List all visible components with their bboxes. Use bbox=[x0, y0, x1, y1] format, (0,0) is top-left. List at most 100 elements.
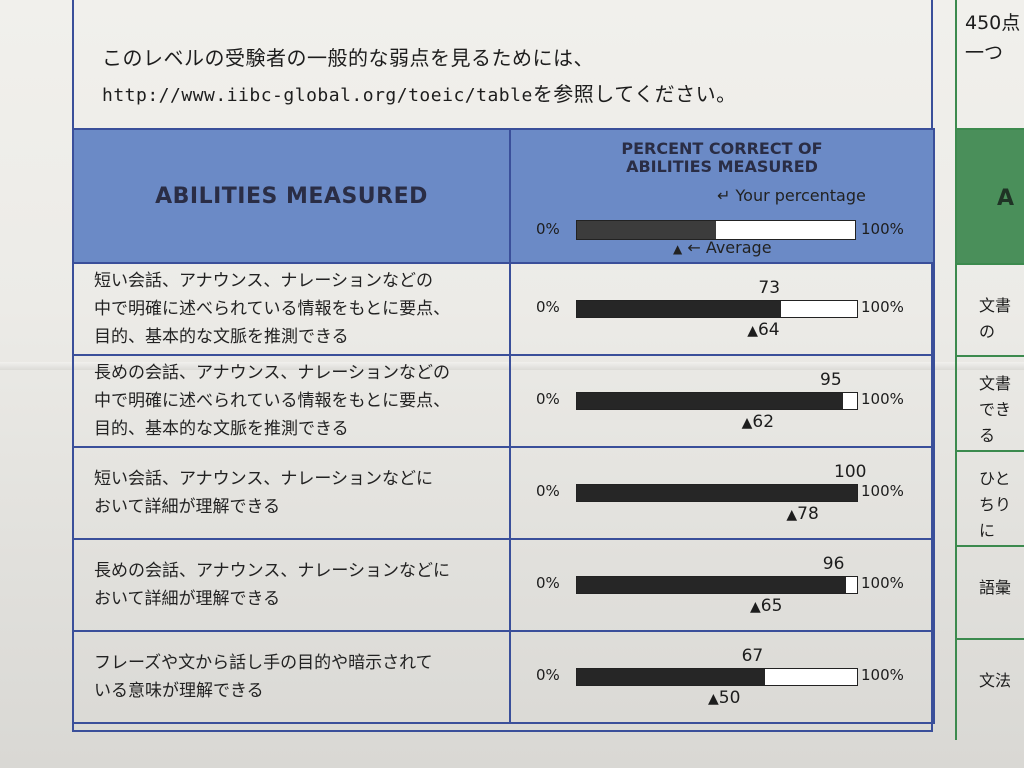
average-value: 78 bbox=[797, 504, 819, 524]
intro-line-1: このレベルの受験者の一般的な弱点を見るためには、 bbox=[102, 46, 594, 70]
percent-heading-line-1: PERCENT CORRECT OF bbox=[621, 139, 823, 158]
your-percentage-value: 67 bbox=[741, 646, 764, 666]
abilities-measured-heading: ABILITIES MEASURED bbox=[155, 183, 428, 209]
zero-percent-label: 0% bbox=[536, 574, 560, 592]
legend-bar bbox=[576, 220, 856, 240]
percent-correct-heading: PERCENT CORRECT OF ABILITIES MEASURED bbox=[511, 140, 933, 176]
your-percentage-arrow-icon: ↵ bbox=[717, 186, 731, 205]
hundred-percent-label: 100% bbox=[861, 666, 904, 684]
average-value: 62 bbox=[752, 412, 775, 432]
ability-description-cell: 短い会話、アナウンス、ナレーションなどに おいて詳細が理解できる bbox=[72, 446, 511, 540]
average-legend: ▲ ← Average bbox=[673, 238, 772, 257]
legend-bar-fill bbox=[577, 221, 716, 239]
hundred-percent-label: 100% bbox=[861, 298, 904, 316]
ability-description-line: 長めの会話、アナウンス、ナレーションなどに bbox=[94, 561, 450, 581]
right-intro-line-1: 450点 bbox=[965, 12, 1021, 34]
ability-description-cell: 短い会話、アナウンス、ナレーションなどの 中で明確に述べられている情報をもとに要点… bbox=[72, 262, 511, 356]
right-ability-text: 語彙 bbox=[979, 578, 1012, 597]
your-percentage-value: 100 bbox=[834, 462, 867, 482]
ability-score-cell: 0% 100% 67 ▲50 bbox=[509, 630, 935, 724]
ability-description-cell: フレーズや文から話し手の目的や暗示されて いる意味が理解できる bbox=[72, 630, 511, 724]
ability-score-cell: 0% 100% 100 ▲78 bbox=[509, 446, 935, 540]
intro-text: このレベルの受験者の一般的な弱点を見るためには、 http://www.iibc… bbox=[102, 40, 902, 114]
ability-row: 短い会話、アナウンス、ナレーションなどに おいて詳細が理解できる 0% 100% 100… bbox=[72, 446, 935, 540]
ability-row: 長めの会話、アナウンス、ナレーションなどに おいて詳細が理解できる 0% 100% 96… bbox=[72, 538, 935, 632]
ability-description-line: 中で明確に述べられている情報をもとに要点、 bbox=[94, 391, 451, 411]
right-ability-cell: 文法 bbox=[957, 638, 1024, 732]
score-bar-fill bbox=[577, 669, 765, 685]
legend-zero-label: 0% bbox=[536, 220, 560, 238]
abilities-header-cell: ABILITIES MEASURED bbox=[72, 128, 511, 264]
ability-description-line: 目的、基本的な文脈を推測できる bbox=[94, 327, 349, 347]
reference-url[interactable]: http://www.iibc-global.org/toeic/table bbox=[102, 85, 533, 106]
ability-description-cell: 長めの会話、アナウンス、ナレーションなどに おいて詳細が理解できる bbox=[72, 538, 511, 632]
right-ability-text: ちりに bbox=[979, 495, 1012, 540]
ability-description-line: フレーズや文から話し手の目的や暗示されて bbox=[94, 653, 433, 673]
average-triangle-icon: ▲ bbox=[747, 323, 758, 339]
ability-description-cell: 長めの会話、アナウンス、ナレーションなどの 中で明確に述べられている情報をもとに要… bbox=[72, 354, 511, 448]
average-arrow-icon: ← bbox=[687, 238, 701, 257]
ability-description-line: 短い会話、アナウンス、ナレーションなどの bbox=[94, 271, 433, 291]
score-bar bbox=[576, 300, 858, 318]
hundred-percent-label: 100% bbox=[861, 390, 904, 408]
ability-score-cell: 0% 100% 73 ▲64 bbox=[509, 262, 935, 356]
right-header-text: A bbox=[997, 186, 1015, 211]
ability-description-line: いる意味が理解できる bbox=[94, 681, 264, 701]
ability-description-line: 短い会話、アナウンス、ナレーションなどに bbox=[94, 469, 433, 489]
zero-percent-label: 0% bbox=[536, 482, 560, 500]
right-ability-cell: 文書の bbox=[957, 263, 1024, 355]
average-value: 65 bbox=[760, 596, 783, 616]
right-intro-line-2: 一つ bbox=[965, 42, 1004, 64]
table-header-row: ABILITIES MEASURED PERCENT CORRECT OF AB… bbox=[72, 128, 935, 264]
zero-percent-label: 0% bbox=[536, 390, 560, 408]
right-ability-cell: 語彙 bbox=[957, 545, 1024, 638]
ability-description-line: 長めの会話、アナウンス、ナレーションなどの bbox=[94, 363, 450, 383]
right-panel-intro: 450点 一つ bbox=[965, 8, 1020, 68]
score-bar-fill bbox=[577, 577, 846, 593]
score-bar-fill bbox=[577, 393, 843, 409]
average-triangle-icon: ▲ bbox=[750, 599, 761, 615]
your-percentage-legend: ↵ Your percentage bbox=[717, 186, 866, 205]
ability-description-line: 中で明確に述べられている情報をもとに要点、 bbox=[94, 299, 451, 319]
your-percentage-label: Your percentage bbox=[735, 186, 866, 205]
ability-score-cell: 0% 100% 95 ▲62 bbox=[509, 354, 935, 448]
your-percentage-value: 95 bbox=[820, 370, 842, 390]
score-bar bbox=[576, 484, 858, 502]
average-value: 64 bbox=[757, 320, 780, 340]
average-marker: ▲50 bbox=[708, 688, 740, 708]
average-marker: ▲78 bbox=[786, 504, 818, 524]
intro-line-2: http://www.iibc-global.org/toeic/tableを参… bbox=[102, 76, 902, 114]
your-percentage-value: 96 bbox=[822, 554, 845, 574]
ability-row: 長めの会話、アナウンス、ナレーションなどの 中で明確に述べられている情報をもとに要… bbox=[72, 354, 935, 448]
legend-hundred-label: 100% bbox=[861, 220, 904, 238]
zero-percent-label: 0% bbox=[536, 666, 560, 684]
score-bar bbox=[576, 576, 858, 594]
right-panel-frame bbox=[955, 0, 1024, 740]
average-value: 50 bbox=[718, 688, 741, 708]
average-triangle-icon: ▲ bbox=[673, 242, 683, 256]
score-bar bbox=[576, 392, 858, 410]
average-marker: ▲62 bbox=[742, 412, 774, 432]
hundred-percent-label: 100% bbox=[861, 574, 904, 592]
percent-heading-line-2: ABILITIES MEASURED bbox=[626, 157, 818, 176]
right-ability-cell: ひと ちりに bbox=[957, 450, 1024, 545]
right-ability-text: ひと bbox=[979, 469, 1011, 488]
right-ability-text: 文法 bbox=[979, 671, 1012, 690]
right-ability-text: 文書 bbox=[979, 374, 1012, 393]
average-triangle-icon: ▲ bbox=[741, 415, 753, 431]
average-label: Average bbox=[705, 238, 772, 257]
right-ability-cell: 文書 できる bbox=[957, 355, 1024, 450]
ability-description-line: おいて詳細が理解できる bbox=[94, 497, 281, 517]
ability-description-line: 目的、基本的な文脈を推測できる bbox=[94, 419, 349, 439]
right-panel-header: A bbox=[957, 128, 1024, 265]
percent-header-cell: PERCENT CORRECT OF ABILITIES MEASURED ↵ … bbox=[509, 128, 935, 264]
ability-score-cell: 0% 100% 96 ▲65 bbox=[509, 538, 935, 632]
ability-description-line: おいて詳細が理解できる bbox=[94, 589, 281, 609]
abilities-table: ABILITIES MEASURED PERCENT CORRECT OF AB… bbox=[72, 128, 935, 724]
ability-row: 短い会話、アナウンス、ナレーションなどの 中で明確に述べられている情報をもとに要点… bbox=[72, 262, 935, 356]
score-bar bbox=[576, 668, 858, 686]
zero-percent-label: 0% bbox=[536, 298, 560, 316]
score-bar-fill bbox=[577, 485, 857, 501]
score-bar-fill bbox=[577, 301, 782, 317]
average-triangle-icon: ▲ bbox=[708, 691, 719, 707]
